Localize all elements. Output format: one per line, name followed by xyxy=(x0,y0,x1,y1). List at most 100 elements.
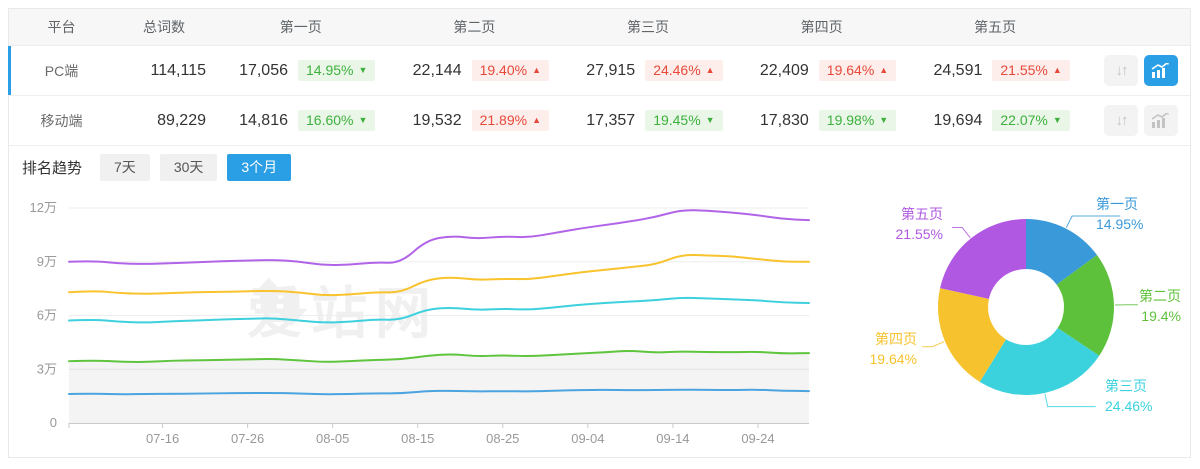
page4-count: 17,830 xyxy=(759,111,809,129)
donut-slice-第二页[interactable] xyxy=(1056,255,1114,356)
rank-table: 平台 总词数 第一页 第二页 第三页 第四页 第五页 PC端 114,115 1… xyxy=(8,9,1190,146)
up-triangle-icon: ▲ xyxy=(705,64,715,75)
donut-leader-line xyxy=(922,341,945,348)
sort-button[interactable]: ↓↑ xyxy=(1103,105,1138,136)
line-series-第一页[interactable] xyxy=(68,388,810,396)
donut-label-page4: 第四页 19.64% xyxy=(869,331,917,367)
tab-3-months[interactable]: 3个月 xyxy=(227,154,292,181)
keyword-rank-card: 平台 总词数 第一页 第二页 第三页 第四页 第五页 PC端 114,115 1… xyxy=(8,8,1191,458)
y-axis-tick-label: 3万 xyxy=(37,361,57,376)
trend-title: 排名趋势 xyxy=(22,160,83,177)
page3-change-badge: 19.45% ▼ xyxy=(645,110,723,131)
trend-chart-button[interactable] xyxy=(1143,55,1178,86)
x-axis-tick-label: 07-26 xyxy=(231,431,264,446)
header-page-4: 第四页 xyxy=(800,19,843,35)
donut-slice-第三页[interactable] xyxy=(979,328,1100,395)
page5-count: 19,694 xyxy=(933,111,983,129)
sort-button[interactable]: ↓↑ xyxy=(1103,55,1138,86)
page3-cell: 27,915 24.46% ▲ xyxy=(561,60,735,81)
x-axis-tick-label: 08-25 xyxy=(486,431,519,446)
page2-cell: 22,144 19.40% ▲ xyxy=(388,60,562,81)
page5-cell: 24,591 21.55% ▲ xyxy=(908,60,1082,81)
page1-change-badge: 14.95% ▼ xyxy=(298,60,376,81)
up-triangle-icon: ▲ xyxy=(532,114,541,125)
page2-count: 22,144 xyxy=(412,61,462,79)
header-page-3: 第三页 xyxy=(626,19,669,35)
page5-change-badge: 22.07% ▼ xyxy=(992,110,1070,131)
page1-count: 17,056 xyxy=(239,61,288,79)
page3-count: 27,915 xyxy=(586,61,636,79)
trend-toolbar: 排名趋势 7天 30天 3个月 xyxy=(9,146,1190,189)
x-axis-tick-label: 09-04 xyxy=(571,431,604,446)
page3-change-badge: 24.46% ▲ xyxy=(645,60,723,81)
page2-change-badge: 19.40% ▲ xyxy=(471,60,549,81)
page4-cell: 22,409 19.64% ▲ xyxy=(735,60,909,81)
up-triangle-icon: ▲ xyxy=(879,64,889,75)
charts-area: 爱站网 0 3万 6万 9万 12万 07-16 07-26 08-05 08-15 08-25 0… xyxy=(9,189,1190,457)
total-words-value: 114,115 xyxy=(150,61,206,79)
x-axis-tick-label: 07-16 xyxy=(146,431,179,446)
line-series-第三页[interactable] xyxy=(68,296,810,324)
table-header-row: 平台 总词数 第一页 第二页 第三页 第四页 第五页 xyxy=(9,9,1190,46)
page1-change-badge: 16.60% ▼ xyxy=(298,110,376,131)
page2-cell: 19,532 21.89% ▲ xyxy=(388,110,562,131)
y-axis-tick-label: 0 xyxy=(50,415,57,430)
down-triangle-icon: ▼ xyxy=(1052,114,1062,125)
y-axis-tick-label: 6万 xyxy=(37,308,57,323)
x-axis-tick-label: 09-24 xyxy=(741,431,774,446)
page5-count: 24,591 xyxy=(933,61,983,79)
page5-change-badge: 21.55% ▲ xyxy=(992,60,1070,81)
header-page-2: 第二页 xyxy=(453,19,496,35)
down-triangle-icon: ▼ xyxy=(879,114,889,125)
rank-trend-line-chart[interactable]: 爱站网 0 3万 6万 9万 12万 07-16 07-26 08-05 08-15 08-25 0… xyxy=(9,189,859,457)
sort-arrows-icon: ↓↑ xyxy=(1115,112,1128,129)
bar-line-chart-icon xyxy=(1152,113,1170,128)
x-axis-tick-label: 09-14 xyxy=(656,431,689,446)
page2-change-badge: 21.89% ▲ xyxy=(471,110,549,131)
trend-chart-button[interactable] xyxy=(1143,105,1178,136)
page3-cell: 17,357 19.45% ▼ xyxy=(561,110,735,131)
page4-change-badge: 19.64% ▲ xyxy=(818,60,897,81)
tab-7-days[interactable]: 7天 xyxy=(100,154,150,181)
platform-label: 移动端 xyxy=(40,112,83,129)
down-triangle-icon: ▼ xyxy=(358,114,368,125)
platform-label: PC端 xyxy=(44,62,79,79)
donut-label-page5: 第五页 21.55% xyxy=(895,206,943,242)
donut-slice-第五页[interactable] xyxy=(940,219,1026,299)
donut-label-page3: 第三页 24.46% xyxy=(1105,378,1153,414)
page-share-donut-chart[interactable]: 第一页 14.95% 第二页 19.4% 第三页 24.46% 第四页 19.64% 第… xyxy=(859,189,1190,457)
x-axis-tick-label: 08-05 xyxy=(316,431,349,446)
up-triangle-icon: ▲ xyxy=(532,64,541,75)
line-series-第五页[interactable] xyxy=(68,209,810,267)
tab-30-days[interactable]: 30天 xyxy=(159,154,218,181)
donut-slice-第一页[interactable] xyxy=(1026,219,1098,285)
donut-label-page1: 第一页 14.95% xyxy=(1096,196,1144,232)
sort-arrows-icon: ↓↑ xyxy=(1115,62,1128,79)
table-row-pc[interactable]: PC端 114,115 17,056 14.95% ▼ 22,144 19.40%… xyxy=(8,46,1190,96)
table-row-mobile[interactable]: 移动端 89,229 14,816 16.60% ▼ 19,532 21.89% ▲… xyxy=(9,96,1190,146)
header-page-5: 第五页 xyxy=(974,19,1017,35)
page4-change-badge: 19.98% ▼ xyxy=(818,110,897,131)
page1-cell: 14,816 16.60% ▼ xyxy=(214,110,388,131)
watermark: 爱站网 xyxy=(247,269,439,350)
header-total: 总词数 xyxy=(143,19,185,35)
page2-count: 19,532 xyxy=(412,111,462,129)
donut-label-page2: 第二页 19.4% xyxy=(1139,288,1181,324)
down-triangle-icon: ▼ xyxy=(358,64,368,75)
line-series-第四页[interactable] xyxy=(68,254,810,297)
donut-slice-第四页[interactable] xyxy=(938,288,1007,382)
donut-leader-line xyxy=(1044,393,1096,408)
donut-leader-line xyxy=(1065,215,1121,228)
bar-line-chart-icon xyxy=(1152,63,1170,78)
x-axis-tick-label: 08-15 xyxy=(401,431,434,446)
area-fill-第二页 xyxy=(69,350,809,423)
donut-leader-line xyxy=(952,226,971,238)
trend-section: 排名趋势 7天 30天 3个月 爱站网 0 3万 6万 9万 12万 07-16 07-26… xyxy=(9,146,1190,457)
line-series-第二页[interactable] xyxy=(68,349,810,363)
header-page-1: 第一页 xyxy=(279,19,322,35)
y-axis-tick-label: 9万 xyxy=(37,254,57,269)
page3-count: 17,357 xyxy=(586,111,636,129)
page4-cell: 17,830 19.98% ▼ xyxy=(735,110,909,131)
page5-cell: 19,694 22.07% ▼ xyxy=(908,110,1082,131)
header-platform: 平台 xyxy=(47,19,76,35)
